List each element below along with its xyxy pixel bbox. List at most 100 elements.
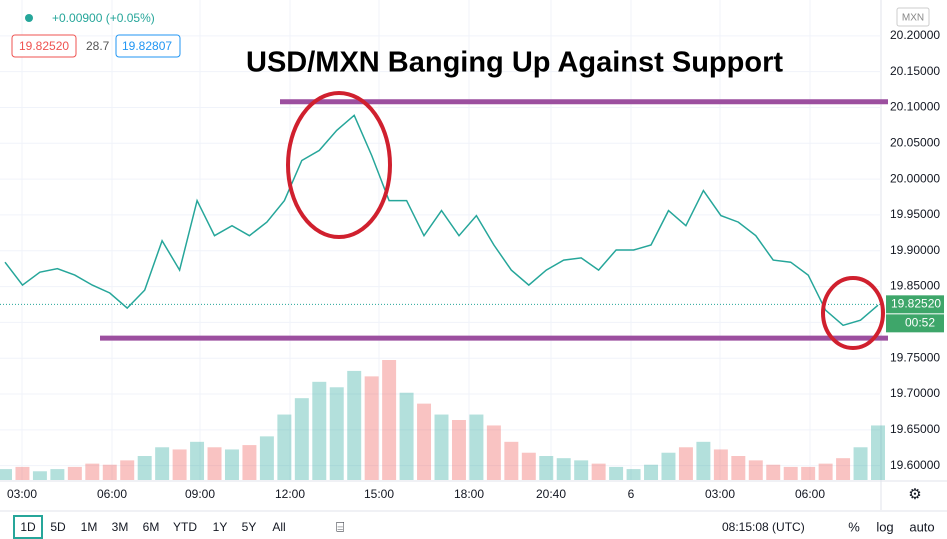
volume-bar bbox=[521, 452, 536, 480]
settings-icon[interactable]: ⚙ bbox=[908, 486, 921, 503]
y-tick-label: 20.05000 bbox=[890, 135, 940, 149]
range-selected bbox=[13, 515, 43, 539]
axis-option[interactable]: auto bbox=[909, 519, 934, 534]
volume-bar bbox=[591, 463, 606, 480]
sell-box[interactable] bbox=[11, 34, 77, 58]
toolbar: 1D 5D 1M 3M 6M YTD 1Y 5Y All% log auto bbox=[20, 519, 934, 534]
volume-bar bbox=[783, 466, 798, 480]
volume-bar bbox=[224, 449, 239, 480]
range-button[interactable]: 1Y bbox=[213, 520, 228, 534]
highlight-circle bbox=[821, 276, 885, 350]
volume-bar bbox=[696, 441, 711, 480]
volume-bar bbox=[329, 387, 344, 480]
range-button[interactable]: All bbox=[272, 520, 285, 534]
range-button[interactable]: 5D bbox=[50, 520, 66, 534]
volume-bar bbox=[50, 469, 65, 480]
volume-bar bbox=[137, 456, 152, 480]
volume-bar bbox=[644, 464, 659, 480]
volume-bar bbox=[382, 360, 397, 480]
volume-bar bbox=[172, 449, 187, 480]
axis-option[interactable]: log bbox=[876, 519, 893, 534]
volume-bar bbox=[626, 469, 641, 480]
volume-bar bbox=[661, 452, 676, 480]
volume-bar bbox=[277, 414, 292, 480]
volume-bar bbox=[574, 460, 589, 480]
volume bbox=[0, 360, 885, 480]
plot bbox=[0, 99, 888, 341]
currency: MXN bbox=[902, 13, 924, 24]
volume-bar bbox=[731, 456, 746, 480]
sell-price[interactable]: 19.82520 bbox=[19, 39, 69, 53]
x-tick-label: 20:40 bbox=[536, 487, 566, 501]
volume-bar bbox=[713, 449, 728, 480]
y-tick-label: 19.95000 bbox=[890, 207, 940, 221]
x-tick-label: 15:00 bbox=[364, 487, 394, 501]
y-tick-label: 20.10000 bbox=[890, 100, 940, 114]
volume-bar bbox=[259, 436, 274, 480]
axis-option[interactable]: % bbox=[848, 519, 860, 534]
volume-bar bbox=[102, 464, 117, 480]
volume-bar bbox=[242, 445, 257, 480]
volume-bar bbox=[0, 469, 12, 480]
volume-bar bbox=[556, 458, 571, 480]
y-tick-label: 19.60000 bbox=[890, 458, 940, 472]
volume-bar bbox=[312, 381, 327, 480]
buy-box[interactable] bbox=[115, 34, 181, 58]
currency-box bbox=[896, 7, 930, 27]
buy-price[interactable]: 19.82807 bbox=[122, 39, 172, 53]
volume-bar bbox=[364, 376, 379, 480]
range-button[interactable]: 5Y bbox=[242, 520, 257, 534]
volume-bar bbox=[15, 466, 30, 480]
x-tick-label: 06:00 bbox=[795, 487, 825, 501]
x-tick-label: 09:00 bbox=[185, 487, 215, 501]
y-tick-label: 19.65000 bbox=[890, 422, 940, 436]
volume-bar bbox=[120, 460, 135, 480]
clock: 08:15:08 (UTC) bbox=[722, 520, 805, 534]
y-tick-label: 20.00000 bbox=[890, 171, 940, 185]
x-tick-label: 03:00 bbox=[705, 487, 735, 501]
range-button[interactable]: YTD bbox=[173, 520, 197, 534]
countdown-box bbox=[886, 314, 944, 333]
volume-bar bbox=[32, 471, 47, 480]
volume-bar bbox=[871, 425, 885, 480]
range-button[interactable]: 1M bbox=[81, 520, 98, 534]
x-tick-label: 03:00 bbox=[7, 487, 37, 501]
spread: 28.7 bbox=[86, 39, 110, 53]
volume-bar bbox=[294, 398, 309, 480]
y-tick-label: 19.90000 bbox=[890, 243, 940, 257]
volume-bar bbox=[190, 441, 205, 480]
x-tick-label: 06:00 bbox=[97, 487, 127, 501]
countdown: 00:52 bbox=[905, 316, 935, 330]
volume-bar bbox=[766, 464, 781, 480]
volume-bar bbox=[818, 463, 833, 480]
status-dot bbox=[25, 14, 33, 22]
volume-bar bbox=[504, 441, 519, 480]
last-price-box bbox=[886, 295, 944, 314]
range-button[interactable]: 3M bbox=[112, 520, 129, 534]
volume-bar bbox=[678, 447, 693, 480]
grid bbox=[0, 0, 881, 480]
y-tick-label: 19.85000 bbox=[890, 279, 940, 293]
volume-bar bbox=[85, 463, 100, 480]
highlight-circle bbox=[286, 91, 392, 239]
volume-bar bbox=[469, 414, 484, 480]
volume-bar bbox=[836, 458, 851, 480]
compare-icon[interactable]: ⌸ bbox=[336, 519, 344, 535]
range-button[interactable]: 6M bbox=[143, 520, 160, 534]
last-price-label: 19.82520 bbox=[891, 297, 941, 311]
range-button[interactable]: 1D bbox=[20, 520, 36, 534]
chart-title: USD/MXN Banging Up Against Support bbox=[246, 47, 783, 79]
volume-bar bbox=[67, 466, 82, 480]
x-tick-label: 6 bbox=[628, 487, 635, 501]
y-tick-label: 20.15000 bbox=[890, 64, 940, 78]
price-line bbox=[4, 114, 879, 327]
volume-bar bbox=[417, 403, 432, 480]
y-tick-label: 20.20000 bbox=[890, 28, 940, 42]
volume-bar bbox=[748, 460, 763, 480]
volume-bar bbox=[434, 414, 449, 480]
volume-bar bbox=[399, 392, 414, 480]
volume-bar bbox=[486, 425, 501, 480]
volume-bar bbox=[539, 456, 554, 480]
